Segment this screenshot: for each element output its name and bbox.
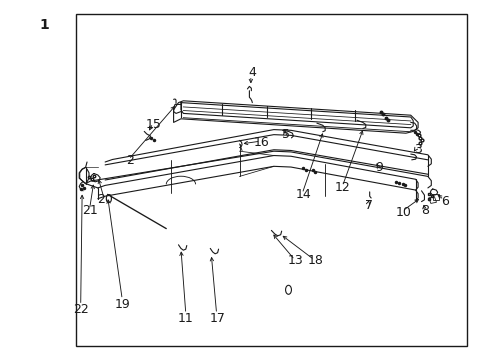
Text: 5: 5: [282, 129, 289, 141]
Text: 11: 11: [178, 312, 193, 325]
Text: 15: 15: [146, 118, 162, 131]
Text: 8: 8: [421, 204, 428, 217]
Text: 10: 10: [395, 206, 410, 219]
Bar: [428, 197, 436, 203]
Text: 17: 17: [209, 312, 225, 325]
Text: 20: 20: [97, 193, 113, 206]
Text: 7: 7: [365, 199, 372, 212]
Bar: [432, 194, 438, 200]
Text: 21: 21: [82, 204, 98, 217]
Text: 4: 4: [247, 66, 255, 78]
Text: 6: 6: [440, 195, 448, 208]
Text: 3: 3: [413, 143, 421, 156]
Text: 12: 12: [334, 181, 349, 194]
Text: 14: 14: [295, 188, 310, 201]
Text: 18: 18: [307, 255, 323, 267]
Text: 16: 16: [253, 136, 269, 149]
Text: 19: 19: [114, 298, 130, 311]
Text: 9: 9: [374, 161, 382, 174]
Bar: [76, 14, 466, 346]
Text: 2: 2: [125, 154, 133, 167]
Text: 1: 1: [39, 18, 49, 32]
Text: 22: 22: [73, 303, 88, 316]
Text: 13: 13: [287, 255, 303, 267]
